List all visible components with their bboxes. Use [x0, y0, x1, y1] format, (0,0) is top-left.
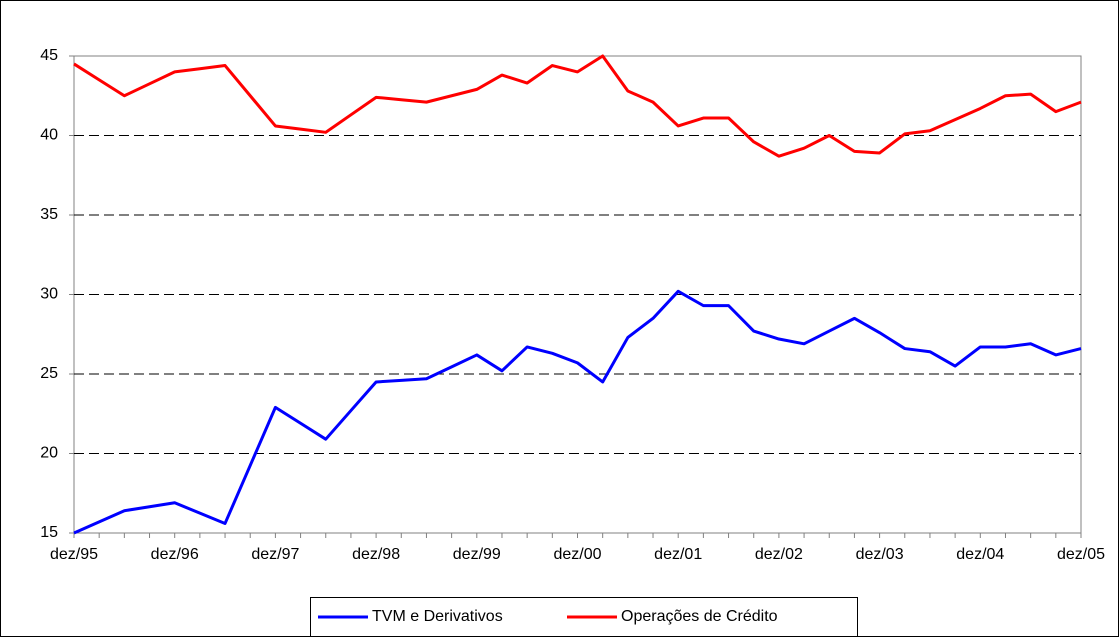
y-tick-label: 35	[40, 206, 58, 223]
x-tick-label: dez/05	[1057, 546, 1105, 563]
y-tick-label: 30	[40, 286, 58, 303]
x-tick-label: dez/97	[251, 546, 299, 563]
x-tick-label: dez/00	[553, 546, 601, 563]
x-tick-label: dez/04	[956, 546, 1004, 563]
x-tick-label: dez/02	[755, 546, 803, 563]
y-tick-label: 20	[40, 445, 58, 462]
legend-label: Operações de Crédito	[621, 608, 778, 625]
x-tick-label: dez/99	[453, 546, 501, 563]
x-tick-label: dez/96	[151, 546, 199, 563]
y-tick-label: 15	[40, 524, 58, 541]
x-tick-label: dez/01	[654, 546, 702, 563]
series-line	[73, 289, 1082, 535]
x-tick-label: dez/03	[856, 546, 904, 563]
x-tick-label: dez/98	[352, 546, 400, 563]
legend-label: TVM e Derivativos	[372, 608, 503, 625]
y-tick-label: 45	[40, 47, 58, 64]
y-tick-label: 40	[40, 127, 58, 144]
y-tick-label: 25	[40, 365, 58, 382]
series-line	[73, 54, 1082, 158]
x-tick-label: dez/95	[50, 546, 98, 563]
